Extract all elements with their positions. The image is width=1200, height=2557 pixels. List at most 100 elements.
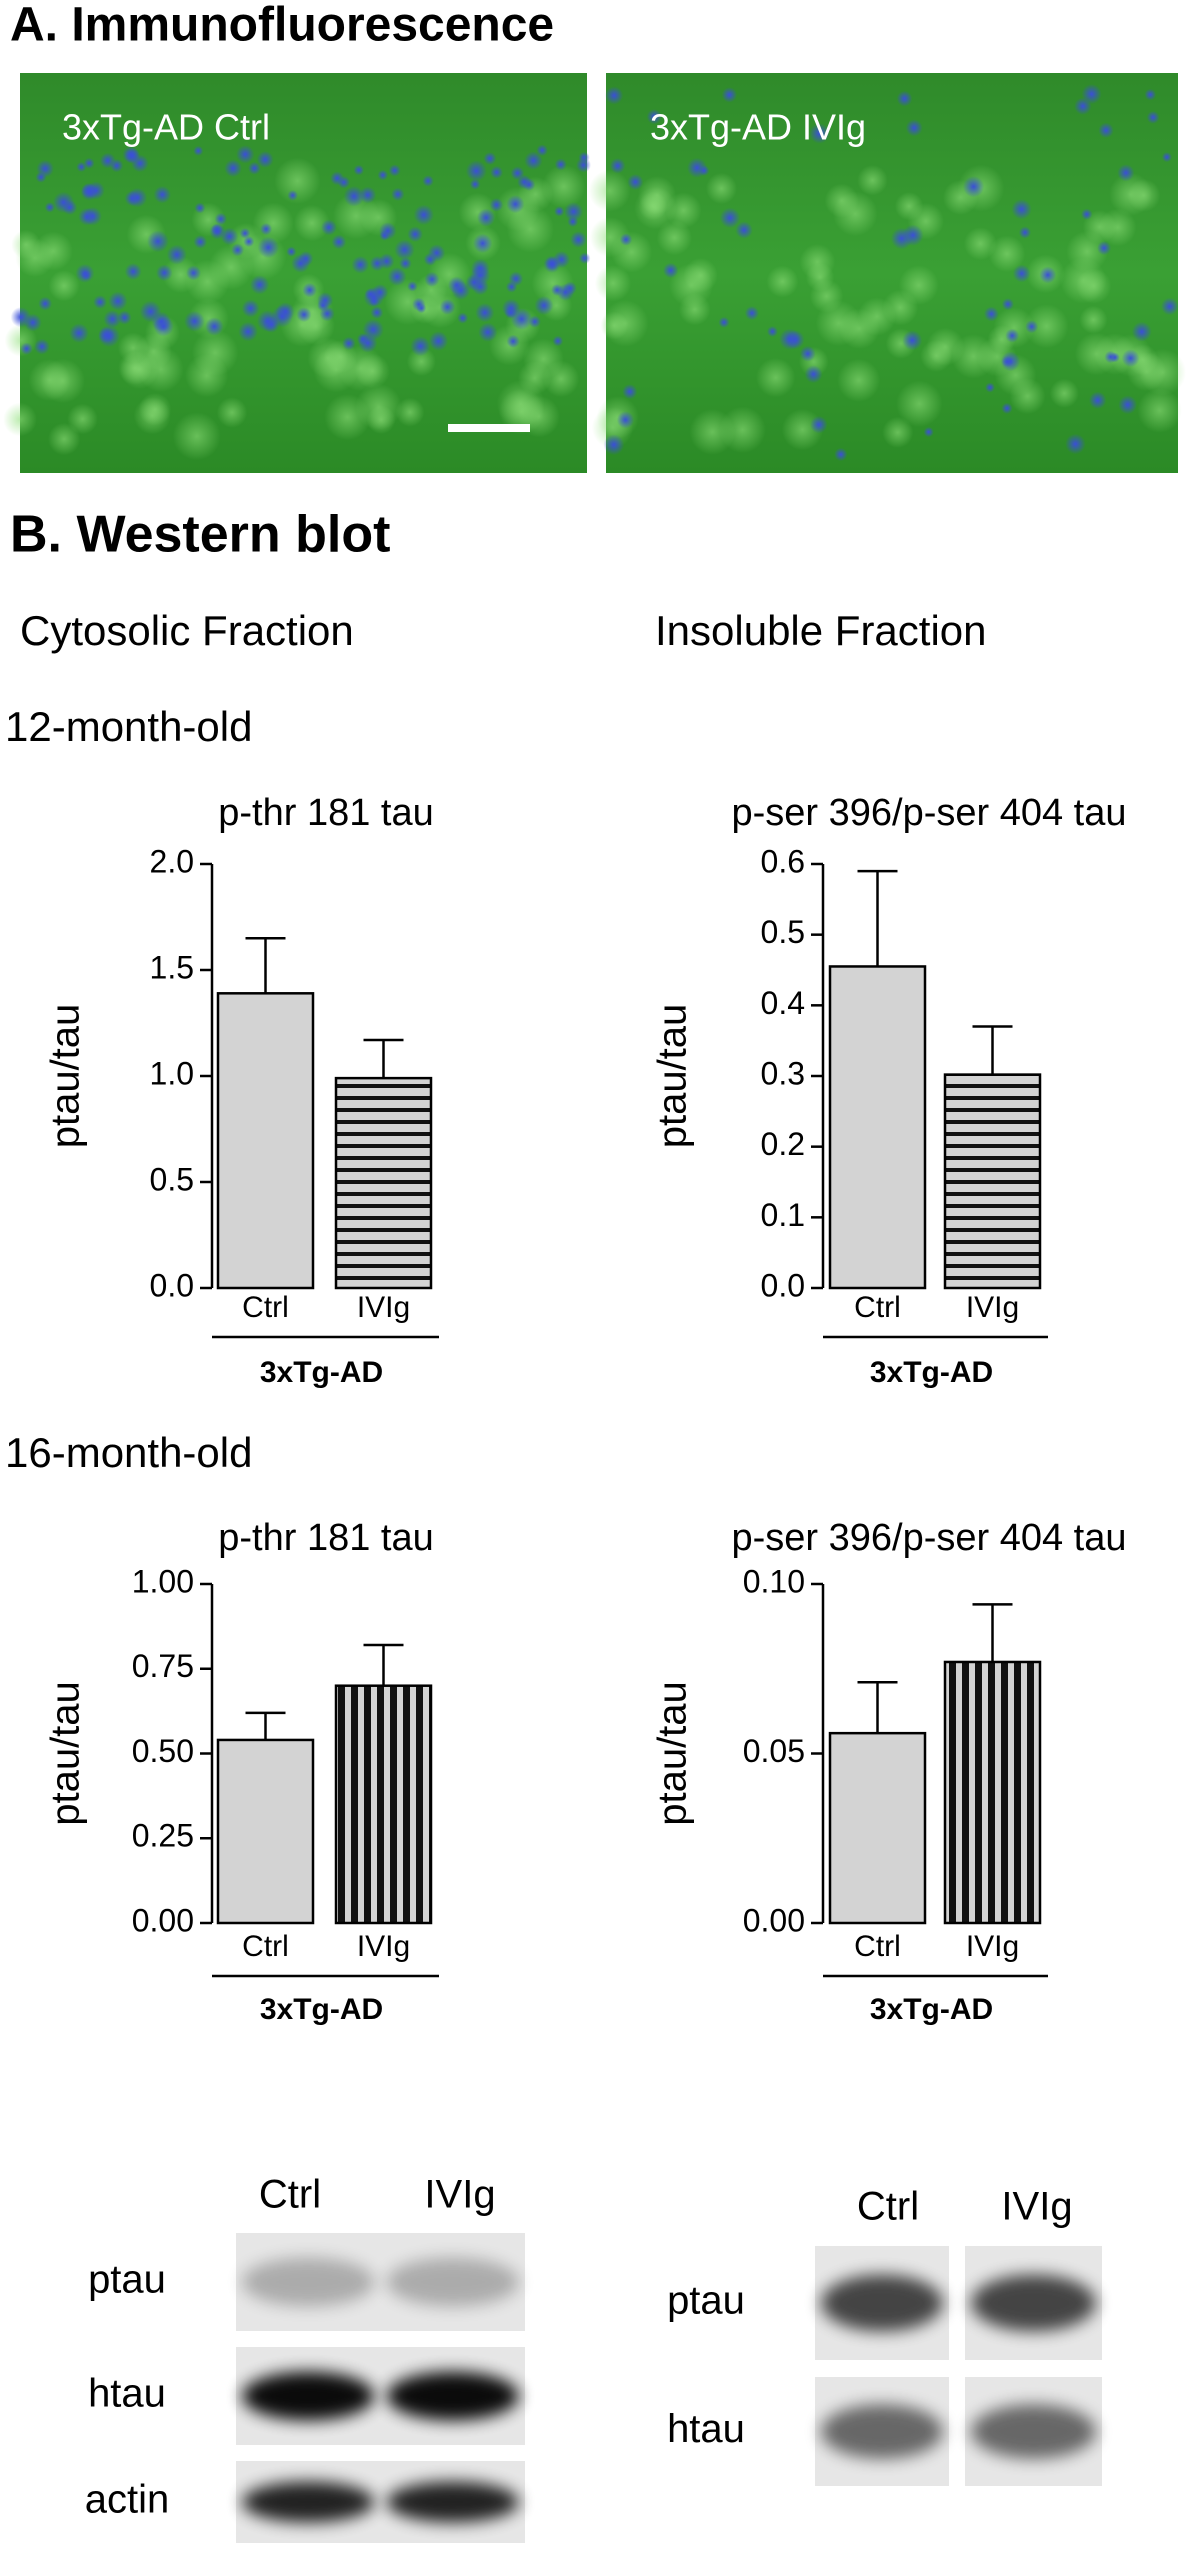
nucleus bbox=[387, 267, 407, 286]
nucleus bbox=[1117, 164, 1135, 182]
cell bbox=[857, 165, 888, 196]
y-tick-label: 0.10 bbox=[743, 1563, 805, 1599]
nucleus bbox=[554, 158, 567, 171]
nucleus bbox=[99, 152, 116, 169]
error-bar bbox=[857, 869, 898, 967]
nucleus bbox=[766, 326, 778, 337]
nucleus bbox=[483, 152, 497, 165]
nucleus bbox=[422, 175, 434, 187]
nucleus bbox=[302, 282, 317, 298]
nucleus bbox=[471, 278, 489, 296]
y-tick-label: 0.05 bbox=[743, 1733, 805, 1769]
group-label: 3xTg-AD bbox=[870, 1356, 993, 1389]
cell bbox=[3, 402, 37, 437]
image-label: 3xTg-AD IVIg bbox=[650, 107, 866, 148]
y-tick-label: 0.00 bbox=[743, 1902, 805, 1938]
nucleus bbox=[528, 315, 541, 328]
nucleus bbox=[193, 145, 204, 156]
cell bbox=[337, 345, 384, 392]
nucleus bbox=[83, 157, 95, 169]
nucleus bbox=[103, 310, 122, 329]
bar bbox=[828, 1731, 927, 1925]
chart: p-ser 396/p-ser 404 tau ptau/tau 0.0 0.1 0.2… bbox=[651, 792, 1127, 1389]
nucleus bbox=[1131, 321, 1152, 342]
y-tick-label: 0.4 bbox=[761, 985, 805, 1021]
nucleus bbox=[239, 227, 251, 239]
nucleus bbox=[578, 151, 590, 164]
nucleus bbox=[896, 90, 913, 107]
nucleus bbox=[319, 306, 335, 322]
nucleus bbox=[1065, 433, 1086, 455]
nucleus bbox=[296, 307, 312, 323]
nucleus bbox=[506, 194, 525, 214]
nucleus bbox=[377, 169, 389, 181]
x-tick-label: Ctrl bbox=[854, 1291, 901, 1324]
cell bbox=[638, 191, 668, 221]
cell bbox=[48, 270, 80, 302]
error-bar bbox=[972, 1025, 1013, 1075]
nucleus bbox=[536, 144, 548, 157]
nucleus bbox=[721, 87, 738, 103]
nucleus bbox=[962, 175, 985, 198]
nucleus bbox=[627, 173, 644, 190]
y-tick-label: 0.0 bbox=[150, 1267, 194, 1303]
bar bbox=[943, 1660, 1042, 1925]
nucleus bbox=[298, 251, 314, 267]
nucleus bbox=[663, 262, 679, 279]
nucleus bbox=[410, 336, 431, 357]
chart-title: p-thr 181 tau bbox=[218, 792, 433, 834]
cell bbox=[395, 397, 425, 427]
chart: p-thr 181 tau ptau/tau 0.0 0.5 1.0 1.5 2.0 Ctrl… bbox=[44, 792, 439, 1389]
y-tick-label: 0.6 bbox=[761, 843, 805, 879]
x-tick-label: Ctrl bbox=[242, 1930, 289, 1963]
nucleus bbox=[478, 322, 498, 342]
nucleus bbox=[351, 255, 370, 274]
bar bbox=[216, 1738, 315, 1925]
panel-title: A. Immunofluorescence bbox=[10, 0, 554, 52]
x-tick-label: Ctrl bbox=[854, 1930, 901, 1963]
nucleus bbox=[362, 318, 384, 341]
nucleus bbox=[131, 154, 149, 173]
bar bbox=[334, 1684, 433, 1925]
nucleus bbox=[543, 255, 561, 273]
nucleus bbox=[744, 306, 759, 321]
nucleus bbox=[286, 246, 297, 257]
blot-band bbox=[242, 2371, 375, 2421]
micrograph bbox=[20, 73, 587, 473]
group-label: 3xTg-AD bbox=[260, 1993, 383, 2026]
nucleus bbox=[416, 303, 427, 314]
lane-label: IVIg bbox=[1001, 2185, 1072, 2229]
y-axis-label: ptau/tau bbox=[651, 1681, 695, 1826]
row-label: ptau bbox=[667, 2279, 745, 2323]
cell bbox=[135, 333, 172, 370]
nucleus bbox=[905, 119, 923, 137]
nucleus bbox=[153, 316, 174, 337]
cell bbox=[67, 403, 98, 435]
row-label: actin bbox=[85, 2478, 170, 2522]
cell bbox=[332, 192, 380, 240]
y-tick-label: 0.3 bbox=[761, 1055, 805, 1091]
nucleus bbox=[36, 159, 54, 178]
lane-label: IVIg bbox=[424, 2173, 495, 2217]
nucleus bbox=[834, 447, 848, 462]
y-tick-label: 0.25 bbox=[132, 1818, 194, 1854]
nucleus bbox=[799, 345, 816, 362]
y-tick-label: 0.0 bbox=[761, 1267, 805, 1303]
nucleus bbox=[1088, 391, 1107, 409]
bar bbox=[334, 1076, 433, 1290]
cell bbox=[756, 357, 796, 398]
nucleus bbox=[62, 200, 78, 215]
column-label: Insoluble Fraction bbox=[655, 607, 987, 654]
nucleus bbox=[44, 202, 56, 213]
micrographs bbox=[3, 73, 1187, 473]
bar bbox=[828, 965, 927, 1290]
nucleus bbox=[256, 151, 274, 168]
cell bbox=[506, 205, 555, 253]
blot-band bbox=[971, 2404, 1096, 2459]
nucleus bbox=[108, 291, 128, 311]
nucleus bbox=[364, 288, 377, 301]
nucleus bbox=[342, 336, 356, 351]
nucleus bbox=[214, 212, 228, 226]
nucleus bbox=[34, 338, 50, 355]
nucleus bbox=[1012, 264, 1031, 283]
